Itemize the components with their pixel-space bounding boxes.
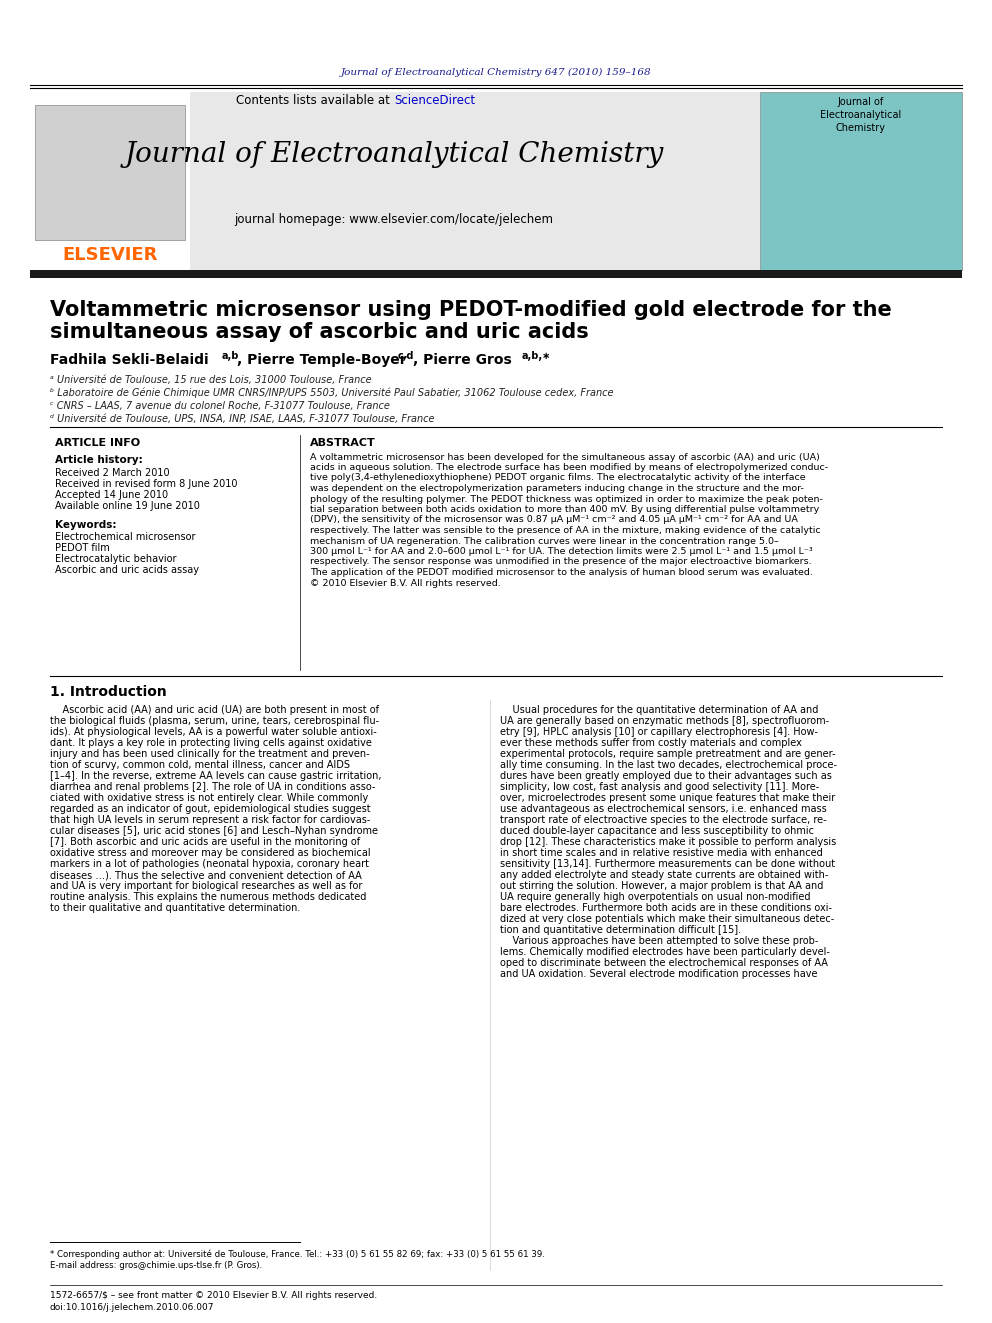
Text: regarded as an indicator of gout, epidemiological studies suggest: regarded as an indicator of gout, epidem…: [50, 804, 371, 814]
Text: the biological fluids (plasma, serum, urine, tears, cerebrospinal flu-: the biological fluids (plasma, serum, ur…: [50, 716, 379, 726]
Text: was dependent on the electropolymerization parameters inducing change in the str: was dependent on the electropolymerizati…: [310, 484, 804, 493]
Bar: [35, 105, 185, 239]
Text: sensitivity [13,14]. Furthermore measurements can be done without: sensitivity [13,14]. Furthermore measure…: [500, 859, 835, 869]
Text: , Pierre Gros: , Pierre Gros: [413, 353, 512, 366]
Bar: [30, 93, 190, 270]
Text: ciated with oxidative stress is not entirely clear. While commonly: ciated with oxidative stress is not enti…: [50, 792, 368, 803]
Text: out stirring the solution. However, a major problem is that AA and: out stirring the solution. However, a ma…: [500, 881, 823, 890]
Text: any added electrolyte and steady state currents are obtained with-: any added electrolyte and steady state c…: [500, 871, 828, 880]
Text: Journal of Electroanalytical Chemistry 647 (2010) 159–168: Journal of Electroanalytical Chemistry 6…: [340, 67, 652, 77]
Text: © 2010 Elsevier B.V. All rights reserved.: © 2010 Elsevier B.V. All rights reserved…: [310, 578, 501, 587]
Text: acids in aqueous solution. The electrode surface has been modified by means of e: acids in aqueous solution. The electrode…: [310, 463, 828, 472]
Text: etry [9], HPLC analysis [10] or capillary electrophoresis [4]. How-: etry [9], HPLC analysis [10] or capillar…: [500, 728, 818, 737]
Text: experimental protocols, require sample pretreatment and are gener-: experimental protocols, require sample p…: [500, 749, 835, 759]
Text: PEDOT film: PEDOT film: [55, 542, 110, 553]
Text: [1–4]. In the reverse, extreme AA levels can cause gastric irritation,: [1–4]. In the reverse, extreme AA levels…: [50, 771, 382, 781]
Text: diarrhea and renal problems [2]. The role of UA in conditions asso-: diarrhea and renal problems [2]. The rol…: [50, 782, 375, 792]
Text: A voltammetric microsensor has been developed for the simultaneous assay of asco: A voltammetric microsensor has been deve…: [310, 452, 819, 462]
Text: Fadhila Sekli-Belaidi: Fadhila Sekli-Belaidi: [50, 353, 208, 366]
Text: ᶜ CNRS – LAAS, 7 avenue du colonel Roche, F-31077 Toulouse, France: ᶜ CNRS – LAAS, 7 avenue du colonel Roche…: [50, 401, 390, 411]
Text: a,b,∗: a,b,∗: [522, 351, 552, 361]
Text: ABSTRACT: ABSTRACT: [310, 438, 376, 448]
Text: UA require generally high overpotentials on usual non-modified: UA require generally high overpotentials…: [500, 892, 810, 902]
Text: Ascorbic acid (AA) and uric acid (UA) are both present in most of: Ascorbic acid (AA) and uric acid (UA) ar…: [50, 705, 379, 714]
Text: Journal of
Electroanalytical
Chemistry: Journal of Electroanalytical Chemistry: [820, 97, 902, 134]
Text: and UA oxidation. Several electrode modification processes have: and UA oxidation. Several electrode modi…: [500, 968, 817, 979]
Text: dures have been greatly employed due to their advantages such as: dures have been greatly employed due to …: [500, 771, 832, 781]
Text: (DPV), the sensitivity of the microsensor was 0.87 μA μM⁻¹ cm⁻² and 4.05 μA μM⁻¹: (DPV), the sensitivity of the microsenso…: [310, 516, 798, 524]
Text: and UA is very important for biological researches as well as for: and UA is very important for biological …: [50, 881, 362, 890]
Text: c,d: c,d: [398, 351, 415, 361]
Text: that high UA levels in serum represent a risk factor for cardiovas-: that high UA levels in serum represent a…: [50, 815, 370, 826]
Text: bare electrodes. Furthermore both acids are in these conditions oxi-: bare electrodes. Furthermore both acids …: [500, 904, 832, 913]
Text: ᵃ Université de Toulouse, 15 rue des Lois, 31000 Toulouse, France: ᵃ Université de Toulouse, 15 rue des Loi…: [50, 374, 372, 385]
Text: ARTICLE INFO: ARTICLE INFO: [55, 438, 140, 448]
Text: phology of the resulting polymer. The PEDOT thickness was optimized in order to : phology of the resulting polymer. The PE…: [310, 495, 823, 504]
Text: journal homepage: www.elsevier.com/locate/jelechem: journal homepage: www.elsevier.com/locat…: [234, 213, 554, 226]
Text: Received in revised form 8 June 2010: Received in revised form 8 June 2010: [55, 479, 237, 490]
Text: Electrocatalytic behavior: Electrocatalytic behavior: [55, 554, 177, 564]
Text: ᵈ Université de Toulouse, UPS, INSA, INP, ISAE, LAAS, F-31077 Toulouse, France: ᵈ Université de Toulouse, UPS, INSA, INP…: [50, 414, 434, 423]
Text: Available online 19 June 2010: Available online 19 June 2010: [55, 501, 199, 511]
Text: markers in a lot of pathologies (neonatal hypoxia, coronary heart: markers in a lot of pathologies (neonata…: [50, 859, 369, 869]
Text: respectively. The latter was sensible to the presence of AA in the mixture, maki: respectively. The latter was sensible to…: [310, 527, 820, 534]
Text: dized at very close potentials which make their simultaneous detec-: dized at very close potentials which mak…: [500, 914, 834, 923]
Text: , Pierre Temple-Boyer: , Pierre Temple-Boyer: [237, 353, 407, 366]
Text: * Corresponding author at: Université de Toulouse, France. Tel.: +33 (0) 5 61 55: * Corresponding author at: Université de…: [50, 1249, 545, 1258]
Text: diseases …). Thus the selective and convenient detection of AA: diseases …). Thus the selective and conv…: [50, 871, 362, 880]
Text: over, microelectrodes present some unique features that make their: over, microelectrodes present some uniqu…: [500, 792, 835, 803]
Text: The application of the PEDOT modified microsensor to the analysis of human blood: The application of the PEDOT modified mi…: [310, 568, 812, 577]
Text: use advantageous as electrochemical sensors, i.e. enhanced mass: use advantageous as electrochemical sens…: [500, 804, 826, 814]
Text: oxidative stress and moreover may be considered as biochemical: oxidative stress and moreover may be con…: [50, 848, 371, 859]
Text: routine analysis. This explains the numerous methods dedicated: routine analysis. This explains the nume…: [50, 892, 366, 902]
Text: 300 μmol L⁻¹ for AA and 2.0–600 μmol L⁻¹ for UA. The detection limits were 2.5 μ: 300 μmol L⁻¹ for AA and 2.0–600 μmol L⁻¹…: [310, 546, 812, 556]
Text: dant. It plays a key role in protecting living cells against oxidative: dant. It plays a key role in protecting …: [50, 738, 372, 747]
Text: Various approaches have been attempted to solve these prob-: Various approaches have been attempted t…: [500, 935, 818, 946]
Text: simultaneous assay of ascorbic and uric acids: simultaneous assay of ascorbic and uric …: [50, 321, 588, 343]
Text: ᵇ Laboratoire de Génie Chimique UMR CNRS/INP/UPS 5503, Université Paul Sabatier,: ᵇ Laboratoire de Génie Chimique UMR CNRS…: [50, 388, 613, 398]
Text: Journal of Electroanalytical Chemistry: Journal of Electroanalytical Chemistry: [124, 142, 664, 168]
Text: Keywords:: Keywords:: [55, 520, 116, 531]
Text: tive poly(3,4-ethylenedioxythiophene) PEDOT organic films. The electrocatalytic : tive poly(3,4-ethylenedioxythiophene) PE…: [310, 474, 806, 483]
Text: Received 2 March 2010: Received 2 March 2010: [55, 468, 170, 478]
Text: 1572-6657/$ – see front matter © 2010 Elsevier B.V. All rights reserved.: 1572-6657/$ – see front matter © 2010 El…: [50, 1291, 377, 1301]
Text: ally time consuming. In the last two decades, electrochemical proce-: ally time consuming. In the last two dec…: [500, 759, 837, 770]
Text: oped to discriminate between the electrochemical responses of AA: oped to discriminate between the electro…: [500, 958, 828, 968]
Text: Article history:: Article history:: [55, 455, 143, 464]
Bar: [760, 93, 962, 270]
Text: ever these methods suffer from costly materials and complex: ever these methods suffer from costly ma…: [500, 738, 802, 747]
Text: cular diseases [5], uric acid stones [6] and Lesch–Nyhan syndrome: cular diseases [5], uric acid stones [6]…: [50, 826, 378, 836]
Text: doi:10.1016/j.jelechem.2010.06.007: doi:10.1016/j.jelechem.2010.06.007: [50, 1303, 214, 1311]
Text: Electrochemical microsensor: Electrochemical microsensor: [55, 532, 195, 542]
Text: Ascorbic and uric acids assay: Ascorbic and uric acids assay: [55, 565, 199, 576]
Text: Contents lists available at: Contents lists available at: [236, 94, 394, 106]
Text: UA are generally based on enzymatic methods [8], spectrofluorom-: UA are generally based on enzymatic meth…: [500, 716, 829, 726]
Text: in short time scales and in relative resistive media with enhanced: in short time scales and in relative res…: [500, 848, 822, 859]
Text: transport rate of electroactive species to the electrode surface, re-: transport rate of electroactive species …: [500, 815, 826, 826]
Text: to their qualitative and quantitative determination.: to their qualitative and quantitative de…: [50, 904, 301, 913]
Text: duced double-layer capacitance and less susceptibility to ohmic: duced double-layer capacitance and less …: [500, 826, 814, 836]
Text: [7]. Both ascorbic and uric acids are useful in the monitoring of: [7]. Both ascorbic and uric acids are us…: [50, 837, 360, 847]
Text: Usual procedures for the quantitative determination of AA and: Usual procedures for the quantitative de…: [500, 705, 818, 714]
Text: ids). At physiological levels, AA is a powerful water soluble antioxi-: ids). At physiological levels, AA is a p…: [50, 728, 377, 737]
Text: ELSEVIER: ELSEVIER: [62, 246, 158, 265]
Text: injury and has been used clinically for the treatment and preven-: injury and has been used clinically for …: [50, 749, 370, 759]
Text: simplicity, low cost, fast analysis and good selectivity [11]. More-: simplicity, low cost, fast analysis and …: [500, 782, 819, 792]
Text: Voltammetric microsensor using PEDOT-modified gold electrode for the: Voltammetric microsensor using PEDOT-mod…: [50, 300, 892, 320]
Text: lems. Chemically modified electrodes have been particularly devel-: lems. Chemically modified electrodes hav…: [500, 947, 830, 957]
Text: tial separation between both acids oxidation to more than 400 mV. By using diffe: tial separation between both acids oxida…: [310, 505, 819, 515]
Text: drop [12]. These characteristics make it possible to perform analysis: drop [12]. These characteristics make it…: [500, 837, 836, 847]
Text: tion and quantitative determination difficult [15].: tion and quantitative determination diff…: [500, 925, 741, 935]
Bar: [30, 270, 962, 278]
Text: 1. Introduction: 1. Introduction: [50, 685, 167, 699]
Text: respectively. The sensor response was unmodified in the presence of the major el: respectively. The sensor response was un…: [310, 557, 811, 566]
Text: Accepted 14 June 2010: Accepted 14 June 2010: [55, 490, 168, 500]
Text: tion of scurvy, common cold, mental illness, cancer and AIDS: tion of scurvy, common cold, mental illn…: [50, 759, 350, 770]
Text: E-mail address: gros@chimie.ups-tlse.fr (P. Gros).: E-mail address: gros@chimie.ups-tlse.fr …: [50, 1261, 262, 1270]
Text: mechanism of UA regeneration. The calibration curves were linear in the concentr: mechanism of UA regeneration. The calibr…: [310, 537, 779, 545]
Text: a,b: a,b: [222, 351, 239, 361]
Bar: [30, 93, 760, 270]
Text: ScienceDirect: ScienceDirect: [394, 94, 475, 106]
